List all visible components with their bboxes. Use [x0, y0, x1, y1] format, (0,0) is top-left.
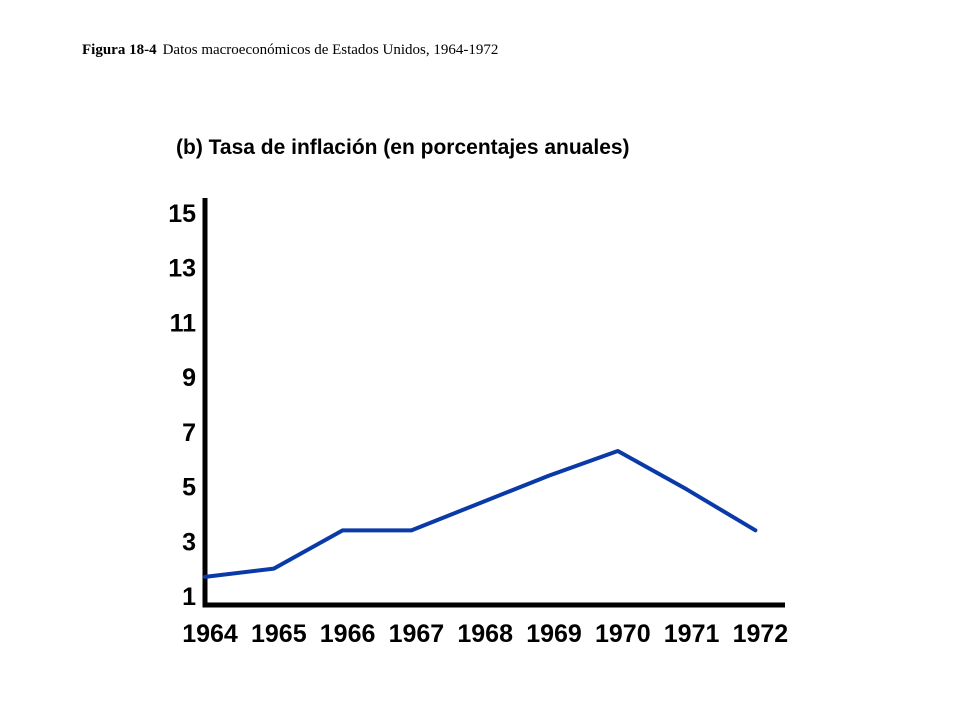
y-tick-label: 11 — [170, 309, 197, 337]
figure-number: Figura 18-4 — [82, 42, 157, 58]
x-tick-label: 1965 — [251, 620, 307, 648]
y-tick-label: 3 — [182, 528, 196, 556]
figure-caption: Figura 18-4 Datos macroeconómicos de Esta… — [82, 42, 498, 59]
x-tick-label: 1966 — [320, 620, 376, 648]
x-tick-label: 1964 — [182, 620, 238, 648]
x-tick-label: 1968 — [457, 620, 513, 648]
inflation-series-line — [203, 449, 758, 579]
x-tick-label: 1972 — [733, 620, 789, 648]
figure-caption-text: Datos macroeconómicos de Estados Unidos,… — [162, 42, 499, 58]
y-tick-label: 1 — [182, 583, 196, 611]
x-tick-label: 1969 — [526, 620, 582, 648]
chart-title: (b) Tasa de inflación (en porcentajes an… — [176, 136, 630, 159]
x-tick-label: 1967 — [389, 620, 445, 648]
y-tick-label: 13 — [168, 255, 196, 283]
y-tick-label: 15 — [168, 200, 196, 228]
y-tick-label: 9 — [182, 364, 196, 392]
y-tick-label: 5 — [182, 474, 196, 502]
x-tick-label: 1970 — [595, 620, 651, 648]
y-tick-label: 7 — [182, 419, 196, 447]
x-tick-label: 1971 — [664, 620, 720, 648]
